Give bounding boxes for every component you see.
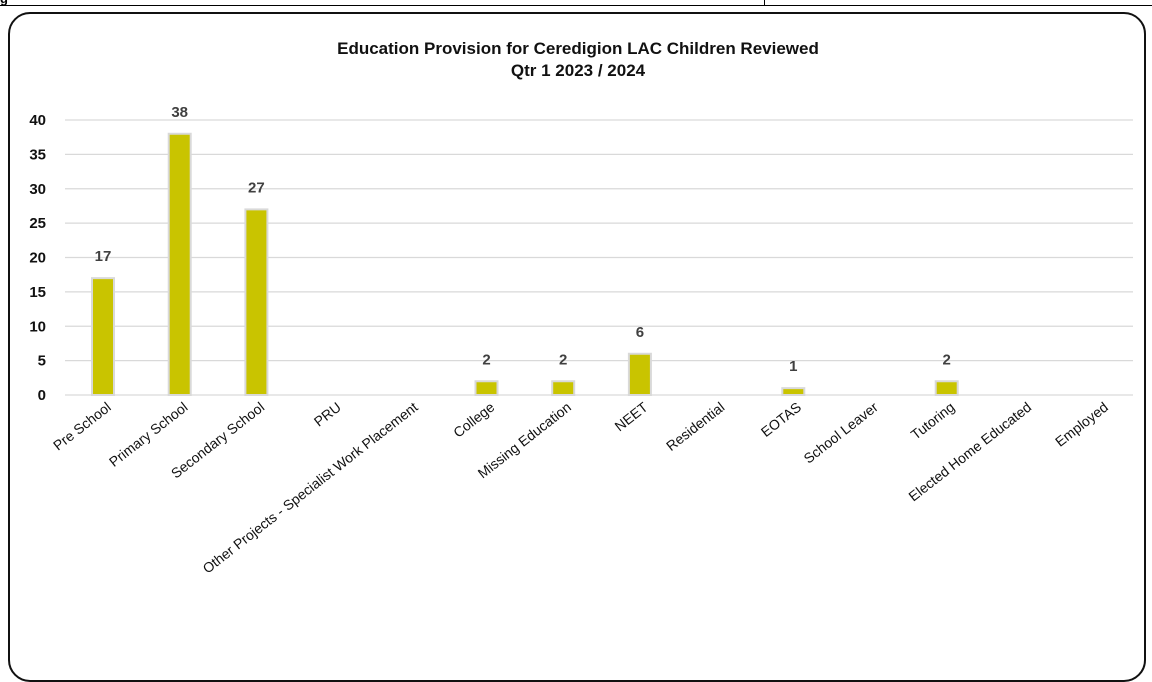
x-tick-label: Employed	[1052, 399, 1111, 450]
x-tick-label: Primary School	[106, 399, 191, 470]
chart-title-line-1: Education Provision for Ceredigion LAC C…	[337, 39, 819, 58]
data-label: 6	[636, 324, 644, 341]
data-label: 2	[559, 351, 567, 368]
chart-title-line-2: Qtr 1 2023 / 2024	[511, 61, 646, 80]
data-label: 1	[789, 358, 797, 375]
data-label: 38	[171, 104, 188, 121]
x-tick-label: PRU	[311, 399, 344, 430]
x-tick-label: Residential	[663, 399, 727, 454]
data-labels: 17 38 27 2 2 6 1 2	[95, 104, 951, 375]
bar	[167, 132, 192, 396]
bar	[244, 208, 269, 396]
bar	[781, 387, 806, 396]
y-tick-label: 25	[29, 215, 46, 232]
bar	[627, 352, 652, 396]
x-tick-label: Pre School	[50, 399, 114, 454]
y-tick-label: 20	[29, 250, 46, 267]
data-label: 27	[248, 179, 265, 196]
y-tick-label: 35	[29, 146, 46, 163]
data-label: 2	[482, 351, 490, 368]
bar	[934, 380, 959, 396]
gridlines	[65, 119, 1133, 396]
y-tick-label: 15	[29, 284, 46, 301]
x-tick-label: Elected Home Educated	[905, 399, 1034, 505]
x-tick-label: NEET	[611, 398, 651, 434]
top-rule	[0, 5, 1152, 6]
y-tick-label: 30	[29, 181, 46, 198]
y-tick-label: 10	[29, 318, 46, 335]
bar	[91, 277, 115, 396]
x-tick-label: Tutoring	[908, 399, 958, 443]
bars	[91, 132, 959, 396]
x-tick-label: School Leaver	[800, 399, 881, 467]
data-label: 2	[943, 351, 951, 368]
corner-text: g	[0, 0, 8, 6]
y-axis: 0 5 10 15 20 25 30 35 40	[29, 112, 46, 404]
y-tick-label: 5	[38, 353, 46, 370]
bar	[474, 380, 499, 396]
top-divider	[764, 0, 765, 6]
data-label: 17	[95, 248, 112, 265]
x-tick-label: EOTAS	[758, 399, 804, 440]
x-tick-label: College	[450, 399, 497, 441]
y-tick-label: 0	[38, 387, 46, 404]
y-tick-label: 40	[29, 112, 46, 129]
bar	[551, 380, 576, 396]
